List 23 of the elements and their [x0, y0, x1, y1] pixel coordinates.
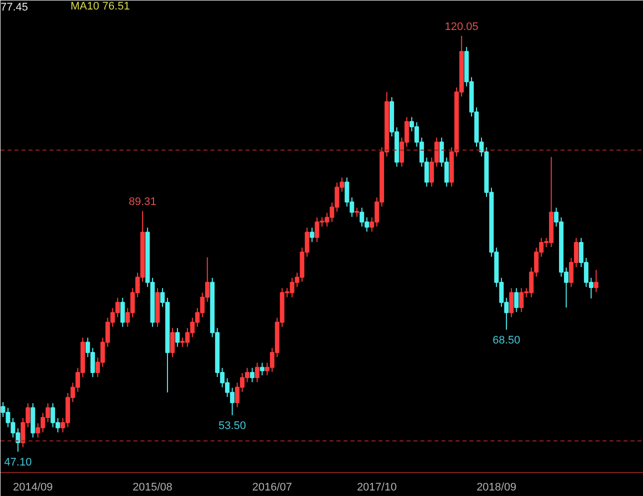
candlestick [120, 297, 125, 328]
x-tick-label: 2016/07 [252, 482, 292, 494]
candlestick [310, 227, 314, 242]
annotation: 120.05 [444, 20, 478, 33]
x-tick-label: 2014/09 [13, 482, 53, 494]
text: 77.45 [0, 2, 28, 14]
candlestick [509, 288, 514, 318]
candlestick [170, 328, 175, 358]
annotation: 89.31 [128, 196, 156, 208]
candlestick [514, 288, 519, 313]
candlestick [594, 269, 598, 293]
annotation: 47.10 [4, 456, 32, 469]
candlestick [354, 207, 360, 218]
x-tick-label: 2017/10 [356, 482, 397, 494]
candlestick [175, 328, 180, 348]
annotation: 53.50 [218, 420, 246, 432]
x-tick-label: 2015/08 [132, 482, 172, 494]
annotation: 68.50 [492, 334, 520, 347]
candlestick [250, 367, 254, 383]
candlestick [254, 362, 260, 383]
x-tick-label: 2018/09 [476, 482, 516, 494]
candlestick [260, 362, 264, 376]
text: MA10 76.51 [70, 0, 130, 12]
